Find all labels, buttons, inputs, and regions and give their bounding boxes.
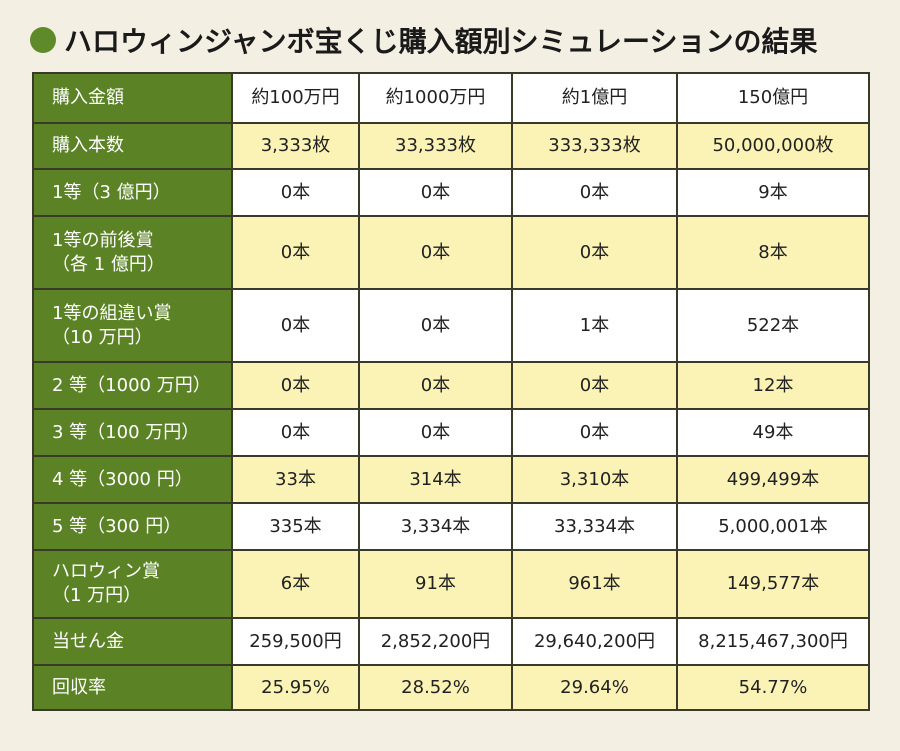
column-header: 約1000万円 [358, 72, 513, 124]
table-cell: 0本 [511, 168, 678, 217]
table-row: 当せん金 259,500円 2,852,200円 29,640,200円 8,215,4… [32, 617, 870, 666]
table-cell: 54.77% [676, 664, 870, 711]
row-label: 3 等（100 万円） [32, 408, 233, 457]
table-cell: 29,640,200円 [511, 617, 678, 666]
table-cell: 0本 [358, 288, 513, 363]
row-label: 1等の前後賞 （各 1 億円） [32, 215, 233, 290]
table-cell: 0本 [358, 408, 513, 457]
table-cell: 50,000,000枚 [676, 122, 870, 170]
title-area: ハロウィンジャンボ宝くじ購入額別シミュレーションの結果 [30, 18, 817, 62]
table-row: 3 等（100 万円） 0本 0本 0本 49本 [32, 408, 870, 457]
table-cell: 49本 [676, 408, 870, 457]
table-cell: 0本 [358, 168, 513, 217]
table-cell: 9本 [676, 168, 870, 217]
table-cell: 0本 [511, 215, 678, 290]
table-cell: 29.64% [511, 664, 678, 711]
table-cell: 33,334本 [511, 502, 678, 551]
table-cell: 8本 [676, 215, 870, 290]
table-header-row: 購入金額 約100万円 約1000万円 約1億円 150億円 [32, 72, 870, 124]
row-label: 回収率 [32, 664, 233, 711]
table-cell: 8,215,467,300円 [676, 617, 870, 666]
table-cell: 25.95% [231, 664, 360, 711]
simulation-table: 購入金額 約100万円 約1000万円 約1億円 150億円 購入本数 3,333… [32, 72, 870, 711]
table-row: 1等（3 億円） 0本 0本 0本 9本 [32, 168, 870, 217]
table-row: 1等の組違い賞 （10 万円） 0本 0本 1本 522本 [32, 288, 870, 363]
row-label: 当せん金 [32, 617, 233, 666]
table-cell: 0本 [358, 215, 513, 290]
table-cell: 91本 [358, 549, 513, 619]
table-cell: 12本 [676, 361, 870, 410]
table-cell: 33本 [231, 455, 360, 504]
row-label: ハロウィン賞 （1 万円） [32, 549, 233, 619]
table-cell: 314本 [358, 455, 513, 504]
row-label: 4 等（3000 円） [32, 455, 233, 504]
row-label: 1等（3 億円） [32, 168, 233, 217]
table-cell: 0本 [511, 361, 678, 410]
table-cell: 5,000,001本 [676, 502, 870, 551]
row-label: 5 等（300 円） [32, 502, 233, 551]
table-cell: 33,333枚 [358, 122, 513, 170]
table-row: 2 等（1000 万円） 0本 0本 0本 12本 [32, 361, 870, 410]
column-header: 約1億円 [511, 72, 678, 124]
table-row: 4 等（3000 円） 33本 314本 3,310本 499,499本 [32, 455, 870, 504]
table-cell: 2,852,200円 [358, 617, 513, 666]
table-cell: 3,334本 [358, 502, 513, 551]
table-row: 購入本数 3,333枚 33,333枚 333,333枚 50,000,000枚 [32, 122, 870, 170]
table-cell: 259,500円 [231, 617, 360, 666]
table-cell: 6本 [231, 549, 360, 619]
table-cell: 0本 [358, 361, 513, 410]
row-label: 2 等（1000 万円） [32, 361, 233, 410]
table-row: ハロウィン賞 （1 万円） 6本 91本 961本 149,577本 [32, 549, 870, 619]
page-title: ハロウィンジャンボ宝くじ購入額別シミュレーションの結果 [64, 25, 818, 58]
table-cell: 1本 [511, 288, 678, 363]
table-cell: 499,499本 [676, 455, 870, 504]
table-cell: 3,310本 [511, 455, 678, 504]
table-row: 回収率 25.95% 28.52% 29.64% 54.77% [32, 664, 870, 711]
row-label: 購入金額 [32, 72, 233, 124]
table-cell: 333,333枚 [511, 122, 678, 170]
table-cell: 522本 [676, 288, 870, 363]
table-cell: 28.52% [358, 664, 513, 711]
table-cell: 0本 [231, 215, 360, 290]
row-label: 1等の組違い賞 （10 万円） [32, 288, 233, 363]
table-cell: 0本 [511, 408, 678, 457]
row-label: 購入本数 [32, 122, 233, 170]
column-header: 150億円 [676, 72, 870, 124]
table-cell: 961本 [511, 549, 678, 619]
table-cell: 335本 [231, 502, 360, 551]
table-cell: 149,577本 [676, 549, 870, 619]
column-header: 約100万円 [231, 72, 360, 124]
table-cell: 0本 [231, 408, 360, 457]
table-cell: 0本 [231, 288, 360, 363]
table-cell: 3,333枚 [231, 122, 360, 170]
table-cell: 0本 [231, 168, 360, 217]
table-cell: 0本 [231, 361, 360, 410]
bullet-icon [30, 27, 56, 53]
table-row: 5 等（300 円） 335本 3,334本 33,334本 5,000,001本 [32, 502, 870, 551]
table-row: 1等の前後賞 （各 1 億円） 0本 0本 0本 8本 [32, 215, 870, 290]
